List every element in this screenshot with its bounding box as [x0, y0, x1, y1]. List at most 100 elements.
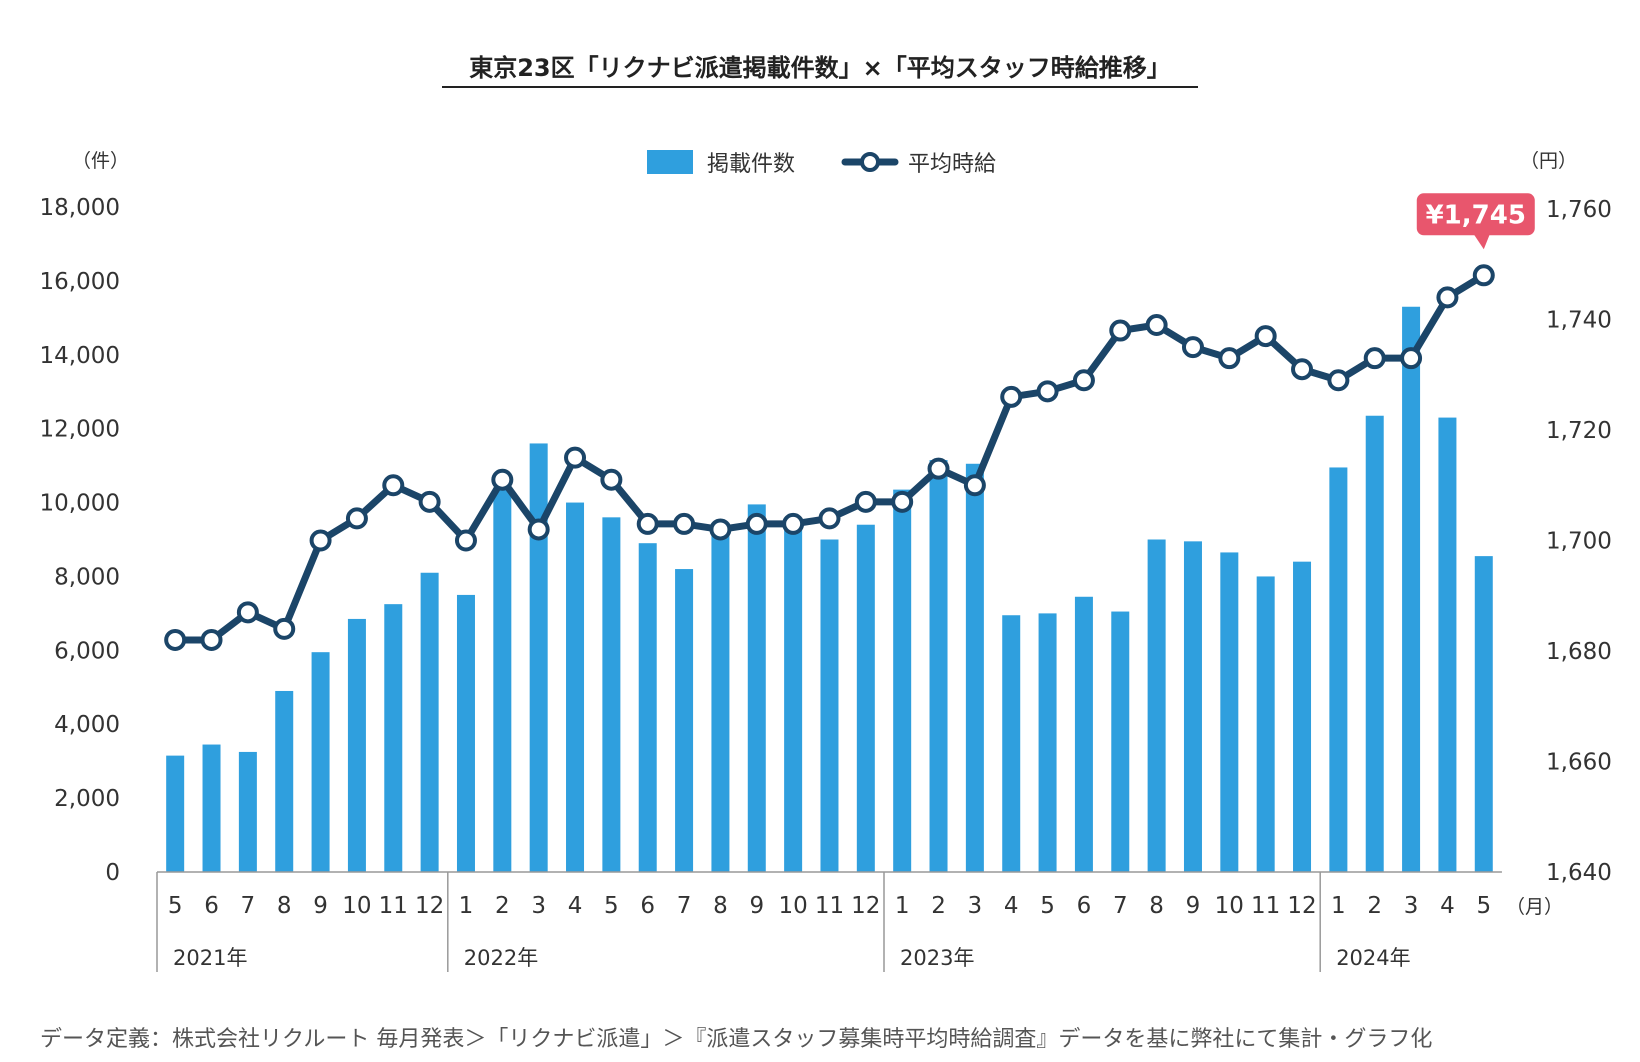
- line-point: [636, 512, 659, 535]
- x-axis-unit: （月）: [1506, 896, 1563, 918]
- line-point: [236, 601, 259, 624]
- bar: [965, 463, 984, 872]
- legend-bar-label: 掲載件数: [707, 152, 795, 177]
- line-point: [454, 529, 477, 552]
- bar: [493, 487, 512, 872]
- bar: [820, 539, 839, 872]
- line-point: [709, 518, 732, 541]
- year-label: 2024年: [1336, 946, 1410, 970]
- bar: [1074, 596, 1093, 872]
- line-point: [1327, 369, 1350, 392]
- line-point: [963, 474, 986, 497]
- bar: [529, 443, 548, 872]
- month-label: 6: [1077, 893, 1092, 919]
- right-tick-label: 1,740: [1546, 308, 1612, 334]
- bar: [1256, 576, 1275, 872]
- right-tick-label: 1,700: [1546, 529, 1612, 555]
- right-tick-label: 1,680: [1546, 639, 1612, 665]
- bar: [1474, 556, 1493, 872]
- line-point: [1291, 358, 1314, 381]
- bar: [929, 460, 948, 872]
- month-label: 3: [1404, 893, 1419, 919]
- month-label: 2: [1367, 893, 1382, 919]
- left-tick-label: 6,000: [54, 638, 120, 664]
- line-point: [418, 490, 441, 513]
- month-label: 10: [778, 893, 807, 919]
- bar: [347, 618, 366, 872]
- bar: [420, 572, 439, 872]
- month-label: 12: [415, 893, 444, 919]
- line-point: [745, 512, 768, 535]
- month-label: 5: [1040, 893, 1055, 919]
- line-point: [673, 512, 696, 535]
- line-point: [818, 507, 841, 530]
- line-point: [1400, 347, 1423, 370]
- year-label: 2023年: [900, 946, 974, 970]
- bar: [747, 504, 766, 872]
- bar: [1220, 552, 1239, 872]
- bar: [856, 524, 875, 872]
- bar: [1365, 415, 1384, 872]
- month-label: 7: [1113, 893, 1128, 919]
- bar: [311, 652, 330, 872]
- bar: [784, 530, 803, 872]
- bar: [1002, 615, 1021, 872]
- bar: [1438, 417, 1457, 872]
- bar: [566, 502, 585, 872]
- month-label: 8: [1149, 893, 1164, 919]
- chart-title: 東京23区「リクナビ派遣掲載件数」×「平均スタッフ時給推移」: [469, 54, 1171, 82]
- line-point: [491, 468, 514, 491]
- left-tick-label: 16,000: [40, 269, 120, 295]
- line-point: [1145, 314, 1168, 337]
- month-label: 1: [1331, 893, 1346, 919]
- line-point: [1072, 369, 1095, 392]
- left-tick-label: 8,000: [54, 564, 120, 590]
- bar: [675, 569, 694, 872]
- left-tick-label: 18,000: [40, 195, 120, 221]
- month-label: 9: [749, 893, 764, 919]
- month-label: 2: [495, 893, 510, 919]
- month-label: 5: [1476, 893, 1491, 919]
- month-label: 6: [640, 893, 655, 919]
- bar: [1293, 561, 1312, 872]
- legend-bar-swatch: [647, 150, 693, 174]
- right-tick-label: 1,660: [1546, 750, 1612, 776]
- footer-note: データ定義：株式会社リクルート 毎月発表＞「リクナビ派遣」＞『派遣スタッフ募集時…: [40, 1027, 1432, 1052]
- callout-label: ¥1,745: [1426, 200, 1526, 230]
- bar: [166, 755, 185, 872]
- month-label: 10: [342, 893, 371, 919]
- line-point: [1109, 319, 1132, 342]
- year-label: 2022年: [464, 946, 538, 970]
- month-label: 12: [1287, 893, 1316, 919]
- right-tick-label: 1,640: [1546, 860, 1612, 886]
- line-point: [782, 512, 805, 535]
- month-label: 2: [931, 893, 946, 919]
- bar: [275, 690, 294, 872]
- month-label: 6: [204, 893, 219, 919]
- line-point: [1181, 336, 1204, 359]
- callout-bubble: [1416, 193, 1535, 236]
- month-label: 4: [568, 893, 583, 919]
- month-label: 1: [459, 893, 474, 919]
- line-point: [273, 617, 296, 640]
- month-label: 8: [713, 893, 728, 919]
- bar: [1329, 467, 1348, 872]
- line-point: [1218, 347, 1241, 370]
- line-point: [527, 518, 550, 541]
- line-point: [1436, 286, 1459, 309]
- line-point: [1036, 380, 1059, 403]
- line-point: [1254, 325, 1277, 348]
- bar: [711, 522, 730, 872]
- bar: [638, 543, 657, 872]
- bar: [384, 604, 403, 872]
- month-label: 8: [277, 893, 292, 919]
- plot-area: 0 2,000 4,000 6,000 8,000 10,000 12,000 14,000 1…: [40, 193, 1612, 972]
- left-axis-unit: （件）: [72, 150, 129, 172]
- month-label: 5: [604, 893, 619, 919]
- month-label: 12: [851, 893, 880, 919]
- line-point: [854, 490, 877, 513]
- callout-pointer: [1473, 234, 1490, 250]
- month-label: 4: [1440, 893, 1455, 919]
- bar: [602, 517, 621, 872]
